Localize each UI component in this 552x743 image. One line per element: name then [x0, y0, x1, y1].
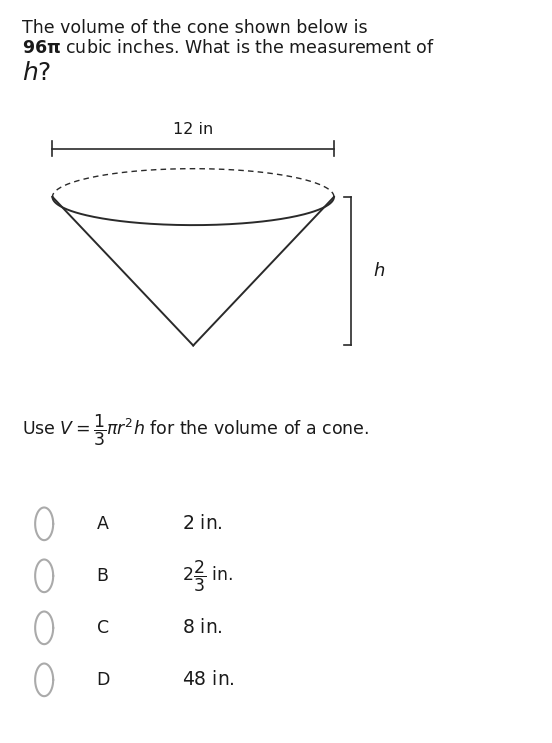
Text: $\it{h}$?: $\it{h}$? — [22, 61, 51, 85]
Text: D: D — [97, 671, 110, 689]
Text: The volume of the cone shown below is: The volume of the cone shown below is — [22, 19, 368, 36]
Text: $2$ in.: $2$ in. — [182, 514, 223, 533]
Text: $h$: $h$ — [373, 262, 385, 280]
Text: $\mathbf{96\pi}$ cubic inches. What is the measurement of: $\mathbf{96\pi}$ cubic inches. What is t… — [22, 39, 435, 56]
Text: C: C — [97, 619, 109, 637]
Text: $8$ in.: $8$ in. — [182, 618, 223, 637]
Text: Use $V = \dfrac{1}{3}\pi r^2h$ for the volume of a cone.: Use $V = \dfrac{1}{3}\pi r^2h$ for the v… — [22, 412, 369, 448]
Text: B: B — [97, 567, 109, 585]
Text: 12 in: 12 in — [173, 122, 213, 137]
Text: $2\dfrac{2}{3}$ in.: $2\dfrac{2}{3}$ in. — [182, 558, 233, 594]
Text: A: A — [97, 515, 109, 533]
Text: $48$ in.: $48$ in. — [182, 670, 235, 690]
